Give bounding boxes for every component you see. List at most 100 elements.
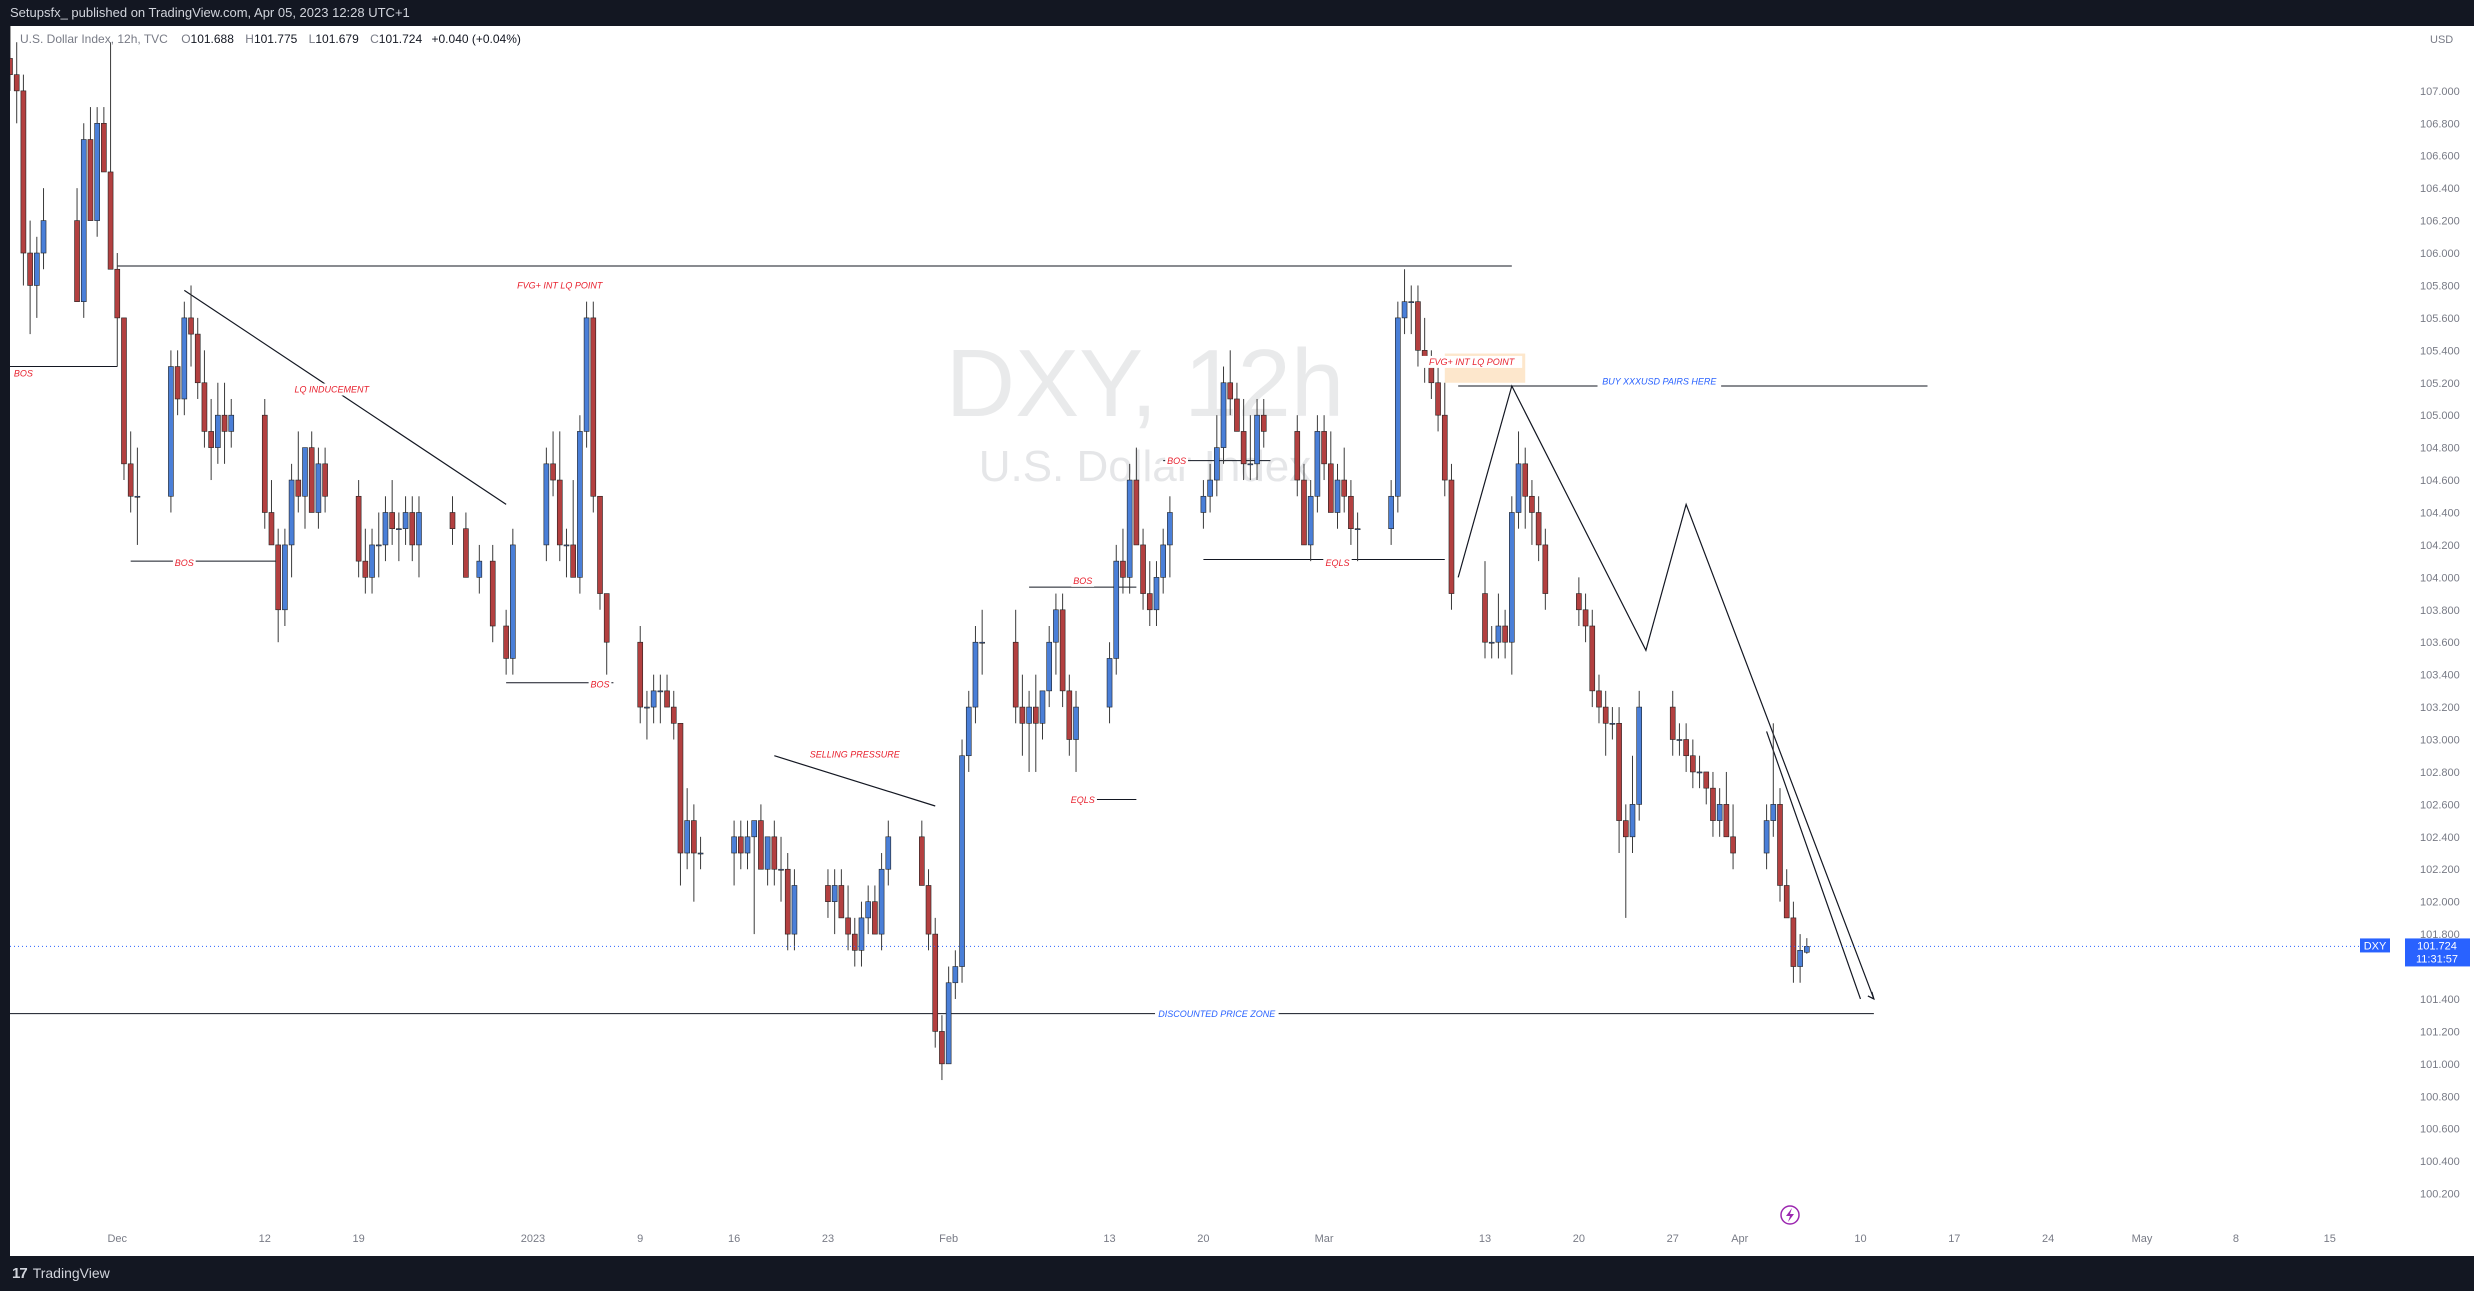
candle-bull bbox=[80, 139, 87, 302]
candle-bull bbox=[1763, 820, 1770, 854]
candle-bear bbox=[1683, 739, 1689, 757]
candle-bear bbox=[1012, 641, 1019, 708]
time-axis[interactable]: Dec 12 19 2023 9 16 23 Feb 13 20 Mar 13 20 27 Apr 10 17 2… bbox=[107, 1233, 2335, 1245]
x-tick-label: 16 bbox=[728, 1233, 740, 1245]
x-tick-label: 27 bbox=[1667, 1233, 1679, 1245]
x-tick-label: 17 bbox=[1948, 1233, 1960, 1245]
candle-bear bbox=[275, 544, 281, 611]
candle-bear bbox=[550, 463, 556, 481]
candle-bull bbox=[1254, 414, 1260, 465]
footer: 17 TradingView bbox=[0, 1256, 2474, 1291]
candle-bear bbox=[1327, 463, 1334, 513]
candle-bull bbox=[476, 560, 483, 578]
candle-bull bbox=[1395, 317, 1401, 497]
label-bg bbox=[509, 279, 611, 292]
candle-bear bbox=[1059, 609, 1066, 692]
y-tick-label: 104.000 bbox=[2420, 572, 2460, 584]
published-text: Setupsfx_ published on TradingView.com, … bbox=[10, 5, 410, 20]
candle-bear bbox=[737, 836, 744, 854]
label-bg bbox=[1597, 375, 1722, 388]
candle-bear bbox=[7, 58, 13, 75]
candle-bull bbox=[1039, 690, 1046, 724]
candle-bull bbox=[1046, 641, 1053, 692]
x-tick-label: 10 bbox=[1854, 1233, 1866, 1245]
candle-bull bbox=[1307, 495, 1314, 546]
candle-bear bbox=[784, 868, 791, 935]
y-tick-label: 103.800 bbox=[2420, 605, 2460, 617]
x-tick-label: 9 bbox=[637, 1233, 643, 1245]
candle-bear bbox=[603, 593, 610, 643]
y-tick-label: 104.600 bbox=[2420, 475, 2460, 487]
symbol-tag-label: DXY bbox=[2364, 940, 2387, 952]
candle-bull bbox=[1676, 739, 1683, 741]
publish-header: Setupsfx_ published on TradingView.com, … bbox=[0, 0, 2474, 26]
lightning-icon[interactable] bbox=[1780, 1205, 1800, 1225]
price-tag bbox=[2405, 938, 2470, 967]
y-tick-label: 103.400 bbox=[2420, 670, 2460, 682]
candle-bear bbox=[1529, 495, 1535, 513]
candle-bull bbox=[396, 528, 402, 531]
candle-bear bbox=[1535, 512, 1542, 546]
x-tick-label: 15 bbox=[2324, 1233, 2336, 1245]
annotation-label: FVG+ INT LQ POINT bbox=[517, 281, 604, 291]
candle-bear bbox=[919, 836, 925, 886]
arrow-head bbox=[1867, 991, 1875, 1001]
candle-bear bbox=[27, 252, 33, 286]
price-chart[interactable]: DXY, 12h U.S. Dollar Index BOS FVG+ INT L… bbox=[0, 26, 2474, 1256]
candle-bull bbox=[1053, 609, 1059, 643]
label-bg bbox=[806, 748, 903, 761]
price-axis[interactable]: 107.000 106.800 106.600 106.400 106.200 106.0… bbox=[10, 86, 2470, 1201]
legend: U.S. Dollar Index, 12h, TVC O101.688 H10… bbox=[20, 32, 521, 46]
candle-bull bbox=[181, 317, 188, 400]
candle-bear bbox=[1448, 479, 1455, 594]
annotation-label: EQLS bbox=[1071, 795, 1095, 805]
y-tick-label: 105.400 bbox=[2420, 345, 2460, 357]
y-tick-label: 105.800 bbox=[2420, 280, 2460, 292]
candle-bear bbox=[1428, 366, 1435, 384]
candle-bull bbox=[1126, 479, 1133, 578]
candle-bear bbox=[127, 463, 134, 497]
overlay-labels: BOS FVG+ INT LQ POINT LQ INDUCEMENT BOS BOS S… bbox=[12, 279, 1722, 1020]
label-bg bbox=[292, 383, 372, 396]
candle-bear bbox=[845, 917, 851, 935]
candle-bear bbox=[194, 333, 201, 384]
x-tick-label: Apr bbox=[1731, 1233, 1748, 1245]
x-tick-label: 2023 bbox=[521, 1233, 545, 1245]
candle-bull bbox=[315, 463, 322, 513]
candle-bear bbox=[597, 495, 603, 594]
y-tick-label: 102.800 bbox=[2420, 767, 2460, 779]
candle-bear bbox=[1301, 479, 1307, 546]
countdown-value: 11:31:57 bbox=[2416, 953, 2458, 965]
candle-bull bbox=[134, 495, 141, 498]
y-tick-label: 105.600 bbox=[2420, 313, 2460, 325]
candle-bull bbox=[1515, 463, 1522, 513]
candle-bear bbox=[664, 690, 670, 708]
candle-bull bbox=[375, 544, 382, 547]
candle-bear bbox=[1690, 755, 1696, 773]
candle-bear bbox=[851, 933, 858, 951]
y-tick-label: 100.600 bbox=[2420, 1124, 2460, 1136]
label-bg bbox=[588, 678, 612, 691]
legend-low: 101.679 bbox=[315, 32, 359, 46]
candle-bull bbox=[959, 755, 965, 967]
candle-bull bbox=[1220, 382, 1227, 448]
candle-bull bbox=[952, 966, 959, 984]
candle-bull bbox=[1696, 771, 1703, 774]
annotation-label: BOS bbox=[590, 680, 609, 690]
candle-bull bbox=[885, 836, 892, 870]
y-tick-label: 103.600 bbox=[2420, 637, 2460, 649]
candle-bull bbox=[1401, 301, 1408, 319]
candle-bull bbox=[1804, 946, 1810, 953]
candle-bear bbox=[932, 933, 939, 1032]
candle-bull bbox=[1636, 706, 1643, 805]
candle-bull bbox=[1770, 804, 1777, 821]
candle-bull bbox=[402, 512, 409, 530]
candle-bull bbox=[94, 122, 100, 221]
y-tick-label: 106.400 bbox=[2420, 183, 2460, 195]
candle-bear bbox=[1576, 593, 1582, 611]
chart-pane[interactable]: DXY, 12h U.S. Dollar Index BOS FVG+ INT L… bbox=[0, 26, 2474, 1256]
watermark-symbol: DXY, 12h bbox=[946, 330, 1345, 437]
tradingview-brand[interactable]: 17 TradingView bbox=[12, 1256, 110, 1291]
candle-bear bbox=[389, 512, 395, 530]
candle-bull bbox=[791, 885, 798, 935]
